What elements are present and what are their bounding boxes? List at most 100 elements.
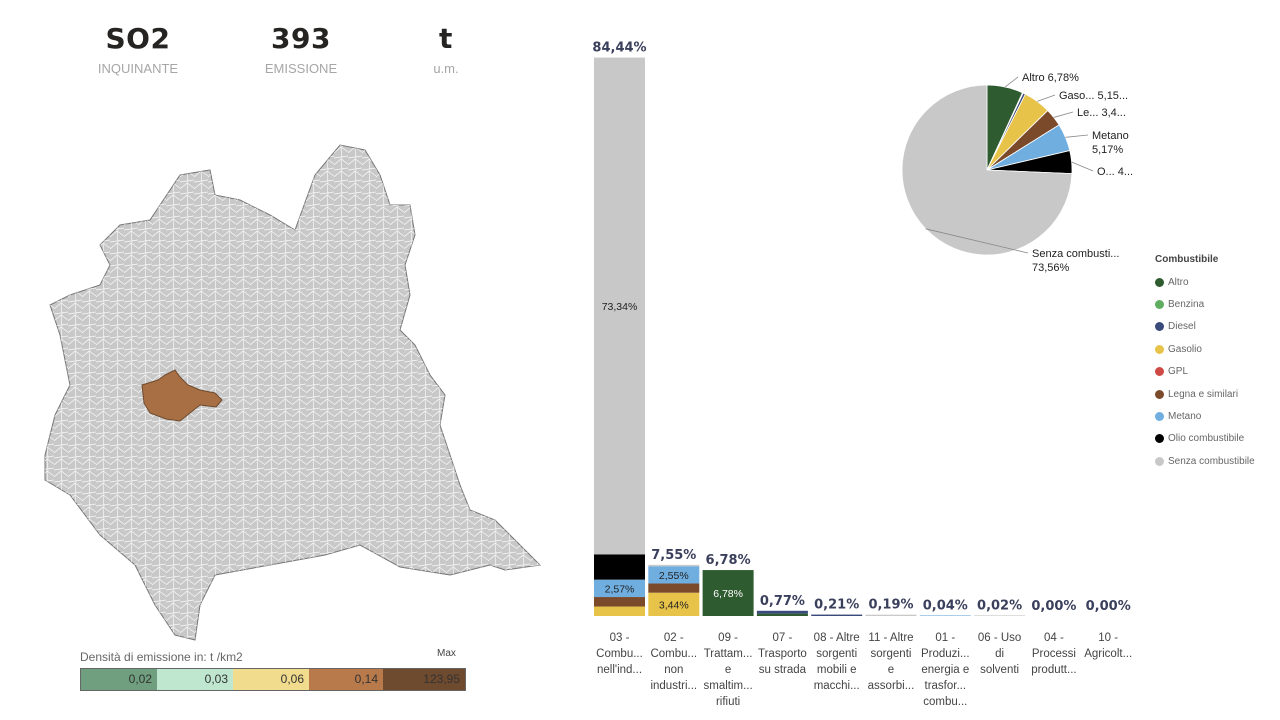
category-label: 09 -Trattam... e smaltim... rifiuti xyxy=(703,632,752,708)
pie-leader-line xyxy=(1065,134,1089,138)
bar-segment[interactable] xyxy=(919,615,971,616)
pie-leader-line xyxy=(1037,94,1056,102)
bar-total-label: 0,21% xyxy=(814,598,859,613)
pie-label: Metano 5,17% xyxy=(1092,130,1129,156)
fuel-legend-item[interactable]: GPL xyxy=(1155,361,1255,383)
density-legend-title: Densità di emissione in: t /km2 xyxy=(80,650,243,664)
category-label: 08 - Altre sorgenti mobili e macchi... xyxy=(814,632,860,692)
fuel-legend-item[interactable]: Diesel xyxy=(1155,316,1255,338)
fuel-legend-item[interactable]: Gasolio xyxy=(1155,338,1255,360)
density-scale: 0,02 0,03 0,06 0,14 123,95 xyxy=(80,668,466,691)
category-label: 06 - Uso di solventi xyxy=(978,632,1021,676)
kpi-emission: 393 EMISSIONE xyxy=(221,22,381,76)
kpi-unit-value: t xyxy=(439,22,453,55)
bar-segment[interactable] xyxy=(974,615,1026,616)
pie-label: Gaso... 5,15... xyxy=(1059,90,1128,102)
kpi-unit-label: u.m. xyxy=(433,61,459,76)
bar-segment[interactable] xyxy=(594,57,645,555)
bar-segment-label: 3,44% xyxy=(659,599,689,611)
category-label: 04 -Processi produtt... xyxy=(1031,632,1076,676)
bar-segment[interactable] xyxy=(648,566,700,584)
bar-segment[interactable] xyxy=(594,606,645,616)
fuel-pie-chart[interactable]: Altro 6,78% Gaso... 5,15... Le... 3,4... Me… xyxy=(880,60,1150,290)
bar-segment[interactable] xyxy=(594,597,645,607)
legend-color-dot xyxy=(1155,277,1164,287)
fuel-legend-item[interactable]: Legna e similari xyxy=(1155,383,1255,405)
bar-segment[interactable] xyxy=(594,579,645,598)
fuel-legend-title: Combustibile xyxy=(1155,254,1219,265)
pie-label: Le... 3,4... xyxy=(1077,107,1126,119)
fuel-legend-item[interactable]: Metano xyxy=(1155,405,1255,427)
bar-segment[interactable] xyxy=(648,564,700,567)
bar-total-label: 6,78% xyxy=(706,553,751,568)
legend-color-dot xyxy=(1155,434,1164,444)
density-bin-1: 0,02 xyxy=(81,669,157,690)
fuel-legend-label: Senza combustibile xyxy=(1168,455,1255,467)
pie-leader-line xyxy=(1071,161,1094,172)
legend-color-dot xyxy=(1155,389,1164,399)
legend-color-dot xyxy=(1155,344,1164,354)
kpi-unit: t u.m. xyxy=(366,22,526,76)
bar-segment[interactable] xyxy=(756,610,808,614)
density-bin-4: 0,14 xyxy=(309,669,383,690)
bar-segment-label: 2,57% xyxy=(605,583,635,595)
fuel-legend-label: Altro xyxy=(1168,276,1189,288)
pie-label: O... 4... xyxy=(1097,166,1133,178)
category-label: 07 -Trasporto su strada xyxy=(758,632,807,676)
category-label: 03 -Combu... nell'ind... xyxy=(596,632,643,676)
density-bin-2: 0,03 xyxy=(157,669,233,690)
fuel-legend-item[interactable]: Olio combustibile xyxy=(1155,428,1255,450)
pie-leader-line xyxy=(1053,111,1074,118)
density-legend-max: Max xyxy=(437,648,456,659)
bar-segment[interactable] xyxy=(865,614,917,616)
bar-total-label: 84,44% xyxy=(592,41,646,56)
kpi-pollutant-value: SO2 xyxy=(105,22,171,55)
bar-segment[interactable] xyxy=(811,614,863,616)
fuel-legend-label: Diesel xyxy=(1168,321,1196,333)
bar-total-label: 0,04% xyxy=(923,598,968,613)
kpi-emission-value: 393 xyxy=(271,22,331,55)
density-bin-3: 0,06 xyxy=(233,669,309,690)
pie-label: Senza combusti... 73,56% xyxy=(1032,248,1119,274)
category-label: 11 - Altre sorgenti e assorbi... xyxy=(868,632,915,692)
legend-color-dot xyxy=(1155,412,1164,422)
fuel-legend-item[interactable]: Benzina xyxy=(1155,293,1255,315)
bar-segment-label: 6,78% xyxy=(713,588,743,600)
bar-segment-label: 2,55% xyxy=(659,570,689,582)
legend-color-dot xyxy=(1155,322,1164,332)
legend-color-dot xyxy=(1155,456,1164,466)
bar-segment[interactable] xyxy=(648,583,700,593)
bar-segment[interactable] xyxy=(756,613,808,616)
category-label: 01 -Produzi... energia e trasfor... combu..… xyxy=(921,632,970,708)
pie-leader-line xyxy=(925,228,1029,254)
highlighted-area[interactable] xyxy=(141,369,223,422)
category-label: 10 -Agricolt... xyxy=(1084,632,1132,660)
bar-total-label: 0,00% xyxy=(1086,599,1131,614)
bar-segment[interactable] xyxy=(702,570,754,616)
bar-segment[interactable] xyxy=(648,592,700,616)
bar-total-label: 7,55% xyxy=(651,548,696,563)
fuel-legend-item[interactable]: Senza combustibile xyxy=(1155,450,1255,472)
fuel-legend-label: Legna e similari xyxy=(1168,388,1239,400)
pie-leader-line xyxy=(1004,76,1019,88)
pie-label: Altro 6,78% xyxy=(1022,72,1079,84)
legend-color-dot xyxy=(1155,367,1164,377)
lombardy-density-map[interactable] xyxy=(40,135,580,645)
bar-total-label: 0,00% xyxy=(1031,599,1076,614)
bar-segment[interactable] xyxy=(594,554,645,580)
fuel-legend-label: Metano xyxy=(1168,411,1202,423)
sector-bar-chart[interactable]: 2,57% 73,34% 84,44% 03 -Combu... nell'ind...… xyxy=(580,15,1140,720)
bar-total-label: 0,02% xyxy=(977,598,1022,613)
category-label: 02 -Combu... non industri... xyxy=(650,632,697,692)
density-bin-5: 123,95 xyxy=(383,669,465,690)
fuel-legend-item[interactable]: Altro xyxy=(1155,271,1255,293)
kpi-emission-label: EMISSIONE xyxy=(264,61,338,76)
fuel-legend-label: GPL xyxy=(1168,366,1189,378)
fuel-legend: Combustibile Altro Benzina Diesel Gasolio GP… xyxy=(1155,254,1255,473)
kpi-pollutant-label: INQUINANTE xyxy=(97,61,179,76)
bar-total-label: 0,19% xyxy=(868,598,913,613)
legend-color-dot xyxy=(1155,300,1164,310)
fuel-legend-label: Olio combustibile xyxy=(1168,433,1245,445)
municipality-borders xyxy=(45,145,540,640)
bar-total-label: 0,77% xyxy=(760,594,805,609)
